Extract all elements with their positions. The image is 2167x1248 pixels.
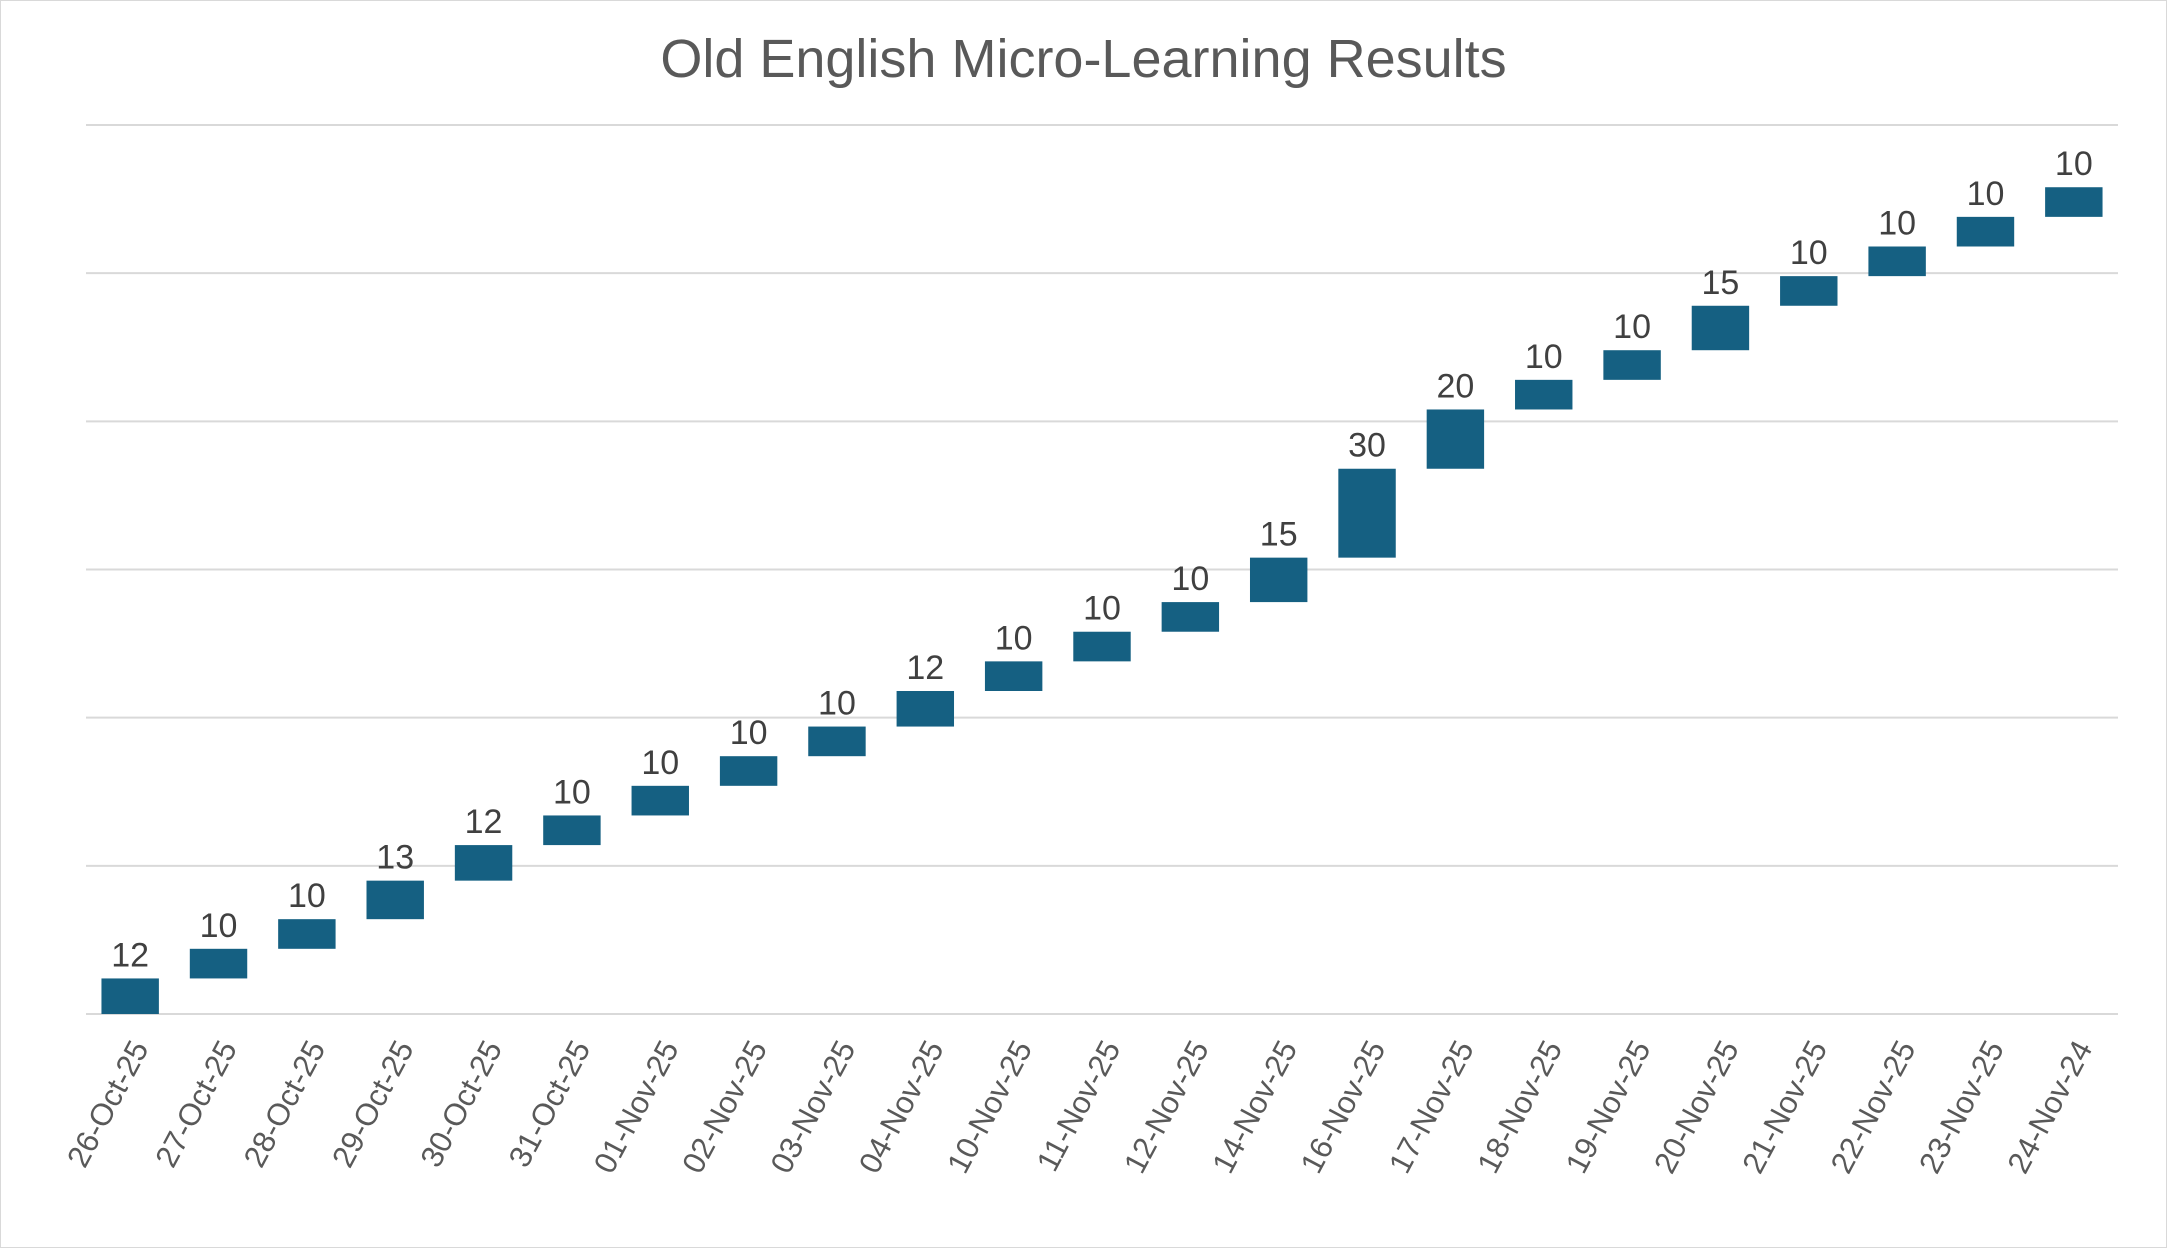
- bar: [543, 815, 601, 846]
- x-tick-label: 11-Nov-25: [1030, 1035, 1128, 1177]
- x-tick-label: 04-Nov-25: [852, 1035, 951, 1179]
- data-label: 20: [1436, 367, 1474, 405]
- data-label: 12: [111, 936, 149, 974]
- bar: [896, 690, 955, 727]
- bar: [1956, 216, 2015, 247]
- x-tick-label: 14-Nov-25: [1205, 1035, 1304, 1179]
- x-tick-label: 30-Oct-25: [413, 1035, 509, 1173]
- bar: [366, 880, 424, 920]
- data-label: 15: [1702, 264, 1740, 302]
- x-tick-label: 12-Nov-25: [1117, 1035, 1216, 1179]
- data-label: 10: [1613, 308, 1651, 346]
- bar: [189, 948, 248, 979]
- x-tick-label: 22-Nov-25: [1824, 1035, 1923, 1179]
- bar: [454, 845, 513, 881]
- data-label: 10: [818, 685, 856, 723]
- bar: [808, 726, 866, 757]
- x-tick-label: 17-Nov-25: [1382, 1035, 1481, 1179]
- data-label: 10: [1878, 204, 1916, 242]
- data-label: 10: [2055, 145, 2093, 183]
- x-tick-label: 02-Nov-25: [675, 1035, 774, 1179]
- x-tick-label: 21-Nov-25: [1735, 1035, 1834, 1179]
- data-label: 12: [465, 803, 503, 841]
- x-tick-label: 03-Nov-25: [764, 1035, 863, 1179]
- x-tick-label: 26-Oct-25: [60, 1035, 156, 1173]
- x-tick-label: 23-Nov-25: [1912, 1035, 2011, 1179]
- bar: [1515, 379, 1573, 410]
- x-tick-label: 31-Oct-25: [502, 1035, 598, 1173]
- bar: [1249, 557, 1308, 603]
- x-tick-label: 24-Nov-24: [2000, 1035, 2099, 1179]
- bar: [1868, 246, 1926, 277]
- data-label: 10: [553, 773, 591, 811]
- bar: [1073, 631, 1131, 662]
- x-tick-label: 01-Nov-25: [587, 1035, 686, 1179]
- bar: [278, 919, 336, 949]
- x-tick-label: 16-Nov-25: [1294, 1035, 1393, 1179]
- gridlines: [86, 124, 2118, 1015]
- data-label: 10: [995, 619, 1033, 657]
- bars: [101, 187, 2103, 1014]
- x-tick-label: 10-Nov-25: [940, 1035, 1039, 1179]
- data-label: 10: [730, 714, 768, 752]
- data-label: 30: [1348, 427, 1386, 465]
- x-tick-label: 20-Nov-25: [1647, 1035, 1746, 1179]
- bar: [1338, 468, 1396, 558]
- x-tick-label: 27-Oct-25: [148, 1035, 244, 1173]
- data-label: 12: [906, 649, 944, 687]
- data-label: 10: [1525, 338, 1563, 376]
- bar: [1780, 276, 1838, 306]
- data-label: 15: [1260, 516, 1298, 554]
- data-label: 10: [641, 744, 679, 782]
- data-label: 10: [200, 907, 238, 945]
- bar: [1426, 409, 1485, 469]
- data-label: 10: [288, 877, 326, 915]
- bar: [1691, 305, 1750, 351]
- data-label: 13: [376, 839, 414, 877]
- x-axis-tick-labels: 26-Oct-2527-Oct-2528-Oct-2529-Oct-2530-O…: [60, 1035, 2099, 1179]
- data-label: 10: [1790, 234, 1828, 272]
- bar: [631, 785, 689, 816]
- data-label: 10: [1083, 590, 1121, 628]
- x-tick-label: 29-Oct-25: [325, 1035, 421, 1173]
- bar: [1603, 350, 1661, 380]
- bar: [984, 661, 1043, 691]
- bar: [101, 978, 159, 1014]
- data-label: 10: [1967, 175, 2005, 213]
- data-label: 10: [1171, 560, 1209, 598]
- data-labels: 12 10 10 13 12 10 10 10 10 12 10 10 10 15 30 20 10 10 15 10…: [111, 145, 2092, 974]
- bar: [1161, 602, 1220, 632]
- x-tick-label: 19-Nov-25: [1559, 1035, 1658, 1179]
- chart-title: Old English Micro-Learning Results: [660, 29, 1507, 89]
- x-tick-label: 28-Oct-25: [237, 1035, 333, 1173]
- bar: [2045, 187, 2103, 217]
- x-tick-label: 18-Nov-25: [1470, 1035, 1569, 1179]
- bar: [719, 756, 778, 786]
